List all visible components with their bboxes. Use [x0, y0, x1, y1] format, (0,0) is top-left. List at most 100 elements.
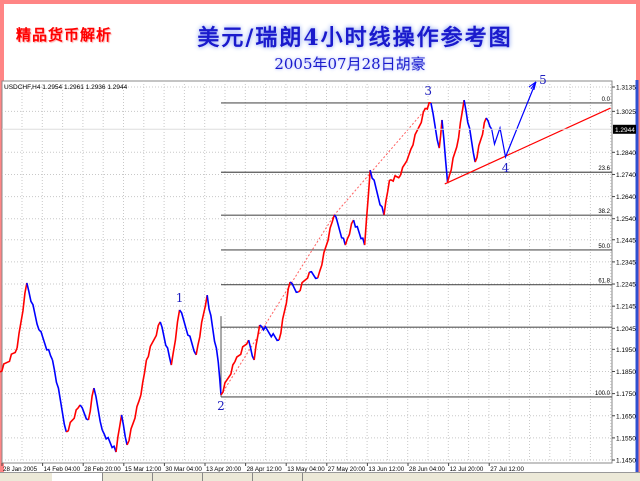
price-segment: [220, 361, 236, 396]
price-segment: [115, 414, 123, 453]
price-segment: [0, 347, 18, 373]
price-segment: [389, 174, 402, 183]
price-segment: [333, 214, 347, 246]
wave-label: 2: [217, 399, 225, 413]
price-segment: [93, 387, 103, 431]
current-price-label: 1.2944: [615, 127, 635, 134]
price-segment: [253, 324, 261, 361]
y-tick-label: 1.1450: [616, 458, 636, 465]
y-tick-label: 1.2245: [616, 282, 636, 289]
y-tick-label: 1.1950: [616, 347, 636, 354]
price-segment: [446, 137, 460, 183]
price-segment: [38, 329, 54, 361]
price-segment: [234, 339, 250, 363]
x-tick-label: 28 Apr 12:00: [247, 466, 283, 473]
fib-level-label: 38.2: [598, 209, 610, 215]
price-segment: [289, 281, 299, 294]
price-segment: [474, 117, 487, 163]
y-tick-label: 1.2740: [616, 172, 636, 179]
y-tick-label: 1.2345: [616, 259, 636, 266]
brand-label: 精品货币解析: [16, 26, 113, 44]
chart-title: 美元/瑞朗4小时线操作参考图: [197, 25, 513, 51]
y-tick-label: 1.2145: [616, 304, 636, 311]
y-tick-label: 1.2045: [616, 326, 636, 333]
fib-level-label: 50.0: [598, 244, 610, 250]
x-tick-label: 13 May 04:00: [287, 466, 325, 473]
x-tick-label: 27 Jul 12:00: [490, 466, 524, 473]
price-segment: [140, 359, 148, 396]
current-price-tag: [613, 124, 636, 134]
y-tick-label: 1.2445: [616, 237, 636, 244]
y-tick-label: 1.1750: [616, 391, 636, 398]
chart-tab[interactable]: [252, 473, 303, 481]
symbol-info: USDCHF,H4 1.2954 1.2961 1.2936 1.2944: [4, 84, 128, 91]
price-segment: [438, 119, 443, 149]
support-trendline: [444, 107, 611, 185]
y-tick-label: 1.3025: [616, 109, 636, 116]
price-segment: [316, 214, 336, 279]
fib-level-label: 0.0: [602, 97, 611, 103]
price-segment: [126, 394, 142, 446]
fib-level-label: 23.6: [598, 166, 610, 172]
x-tick-label: 28 Feb 20:00: [84, 466, 121, 473]
chart-tab[interactable]: [152, 473, 203, 481]
price-segment: [297, 271, 311, 293]
y-tick-label: 1.2840: [616, 150, 636, 157]
arrow-head-icon: [528, 81, 537, 91]
fib-level-label: 61.8: [598, 279, 610, 285]
price-segment: [408, 107, 427, 156]
price-segment: [195, 294, 208, 356]
x-tick-label: 13 Apr 20:00: [206, 466, 242, 473]
plot-area: [1, 80, 613, 464]
x-tick-label: 13 Jun 12:00: [368, 466, 404, 473]
y-tick-label: 1.1550: [616, 435, 636, 442]
x-tick-label: 14 Feb 04:00: [44, 466, 81, 473]
x-tick-label: 28 Jan 2005: [3, 466, 38, 473]
wave-projection-line: [491, 81, 537, 160]
price-segment: [363, 169, 371, 246]
price-segment: [87, 387, 95, 421]
price-segment: [16, 282, 28, 349]
price-segment: [399, 154, 410, 176]
price-segment: [206, 294, 220, 363]
price-segment: [425, 102, 431, 111]
price-segment: [309, 270, 318, 280]
chart-tab[interactable]: [202, 473, 253, 481]
x-tick-label: 12 Jul 20:00: [450, 466, 484, 473]
price-segment: [457, 99, 465, 139]
wave-label: 5: [539, 73, 547, 87]
price-segment: [65, 404, 81, 433]
price-segment: [463, 99, 476, 163]
wave-label: 3: [424, 84, 432, 98]
price-segment: [383, 179, 391, 216]
y-tick-label: 1.1850: [616, 369, 636, 376]
y-tick-label: 1.2540: [616, 216, 636, 223]
chart-tab-active[interactable]: [52, 473, 103, 481]
y-tick-label: 1.3135: [616, 85, 636, 92]
price-segment: [79, 404, 89, 421]
price-segment: [26, 282, 40, 331]
y-tick-label: 1.1650: [616, 413, 636, 420]
price-segment: [352, 219, 366, 246]
chart-tab-bar: [0, 472, 640, 481]
price-segment: [485, 117, 493, 130]
chart-tab[interactable]: [102, 473, 153, 481]
price-segment: [178, 309, 197, 356]
x-tick-label: 28 Jun 04:00: [409, 466, 445, 473]
chart-subtitle: 2005年07月28日胡豪: [274, 55, 426, 73]
price-segment: [247, 339, 255, 361]
price-segment: [159, 321, 173, 366]
price-segment: [51, 359, 68, 433]
price-segment: [101, 429, 117, 453]
fib-level-label: 100.0: [595, 391, 611, 397]
wave-label: 4: [502, 161, 510, 175]
price-segment: [145, 321, 161, 361]
price-segment: [217, 361, 222, 396]
price-segment: [120, 414, 128, 446]
wave-label: 1: [176, 291, 184, 305]
price-segment: [278, 281, 291, 341]
x-tick-label: 15 Mar 12:00: [125, 466, 162, 473]
price-segment: [344, 219, 355, 246]
x-tick-label: 27 May 20:00: [328, 466, 366, 473]
